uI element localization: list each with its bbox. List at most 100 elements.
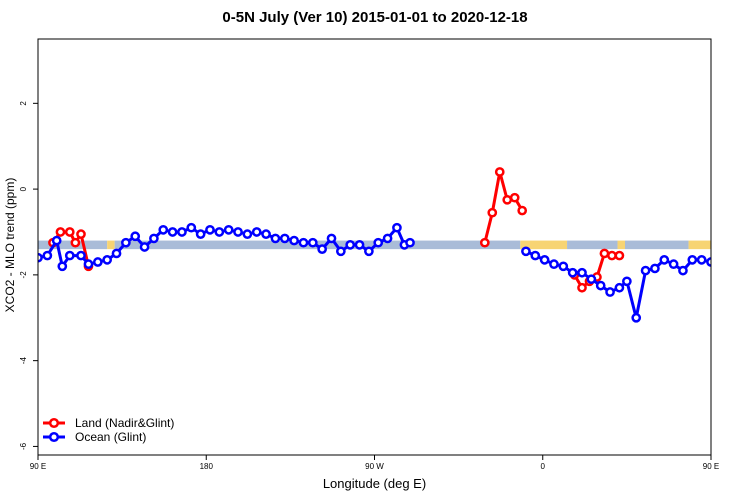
data-point: [223, 224, 234, 235]
data-point: [55, 227, 66, 237]
data-point: [517, 205, 528, 216]
data-point: [298, 237, 309, 248]
data-point: [678, 265, 688, 276]
data-point: [205, 224, 215, 235]
data-point: [509, 192, 520, 203]
data-point: [279, 233, 290, 244]
data-point: [479, 237, 490, 248]
data-point: [494, 167, 505, 177]
x-tick-label: 90 E: [30, 462, 46, 471]
y-tick-label: 2: [19, 101, 28, 106]
data-point: [696, 255, 707, 265]
data-point: [631, 312, 642, 323]
data-point: [726, 265, 733, 272]
data-point: [251, 227, 262, 237]
data-point: [373, 237, 384, 248]
data-point: [567, 267, 578, 278]
data-point: [214, 227, 225, 237]
data-point: [261, 229, 271, 239]
data-point: [392, 222, 402, 233]
data-point: [605, 287, 615, 297]
data-point: [307, 237, 318, 248]
data-point: [83, 259, 94, 270]
band-segment: [688, 240, 711, 250]
data-point: [289, 235, 299, 246]
data-point: [57, 261, 68, 272]
data-point: [717, 258, 724, 265]
x-axis-label: Longitude (deg E): [322, 476, 427, 491]
data-point: [735, 254, 742, 261]
data-point: [76, 250, 86, 261]
data-point: [336, 246, 346, 257]
data-point: [326, 233, 337, 244]
data-point: [345, 240, 356, 250]
data-point: [539, 255, 550, 265]
data-point: [158, 224, 169, 235]
y-tick-label: 0: [19, 186, 28, 191]
data-point: [595, 280, 606, 291]
band-segment: [718, 241, 750, 250]
data-point: [614, 282, 625, 293]
data-point: [186, 222, 197, 233]
series-layer: [38, 167, 750, 323]
data-point: [706, 257, 711, 267]
x-axis: 90 E 180 90 W 0 90 E: [30, 455, 719, 471]
data-point: [599, 248, 610, 259]
data-point: [745, 239, 750, 246]
data-point: [354, 240, 365, 250]
data-point: [111, 248, 122, 259]
series-line: [726, 232, 750, 266]
data-point: [577, 267, 587, 278]
data-point: [92, 257, 103, 267]
series-line: [483, 170, 524, 244]
data-point: [687, 255, 698, 265]
x-tick-label: 0: [541, 462, 546, 471]
data-point: [722, 239, 729, 246]
data-point: [121, 237, 131, 248]
data-point: [64, 250, 75, 261]
data-point: [521, 246, 531, 257]
y-axis: 2 0 -2 -4 -6: [19, 101, 38, 450]
x-tick-label: 180: [200, 462, 214, 471]
data-point: [139, 242, 150, 252]
band-segment: [107, 240, 115, 250]
legend-item: Land (Nadir&Glint): [43, 416, 174, 430]
data-point: [64, 227, 75, 237]
data-point: [382, 233, 393, 244]
data-point: [102, 255, 113, 265]
data-point: [233, 227, 243, 237]
legend-swatch-marker: [48, 431, 60, 443]
data-point: [149, 233, 159, 244]
legend-label: Land (Nadir&Glint): [75, 416, 174, 430]
y-tick-label: -2: [19, 271, 28, 279]
data-point: [659, 255, 670, 265]
legend-label: Ocean (Glint): [75, 430, 146, 444]
data-point: [364, 246, 374, 257]
data-point: [650, 263, 660, 274]
data-point: [177, 227, 187, 237]
data-point: [549, 259, 559, 270]
data-point: [586, 274, 597, 285]
band-segment: [567, 240, 618, 250]
series-ocean: [38, 222, 750, 323]
y-tick-label: -6: [19, 442, 28, 450]
legend-item: Ocean (Glint): [43, 430, 146, 444]
data-point: [640, 265, 651, 276]
data-point: [487, 207, 498, 218]
legend-swatch-marker: [48, 417, 60, 429]
legend: Land (Nadir&Glint)Ocean (Glint): [43, 416, 174, 444]
data-point: [607, 250, 617, 261]
data-point: [70, 237, 81, 248]
data-point: [51, 235, 62, 246]
chart-title: 0-5N July (Ver 10) 2015-01-01 to 2020-12…: [222, 9, 528, 26]
data-point: [195, 229, 206, 239]
band-segment: [625, 240, 689, 250]
data-point: [530, 250, 541, 261]
data-point: [614, 250, 625, 261]
data-point: [668, 259, 679, 270]
data-point: [242, 229, 253, 239]
data-point: [577, 282, 587, 293]
data-point: [745, 252, 750, 259]
x-tick-label: 90 E: [703, 462, 719, 471]
